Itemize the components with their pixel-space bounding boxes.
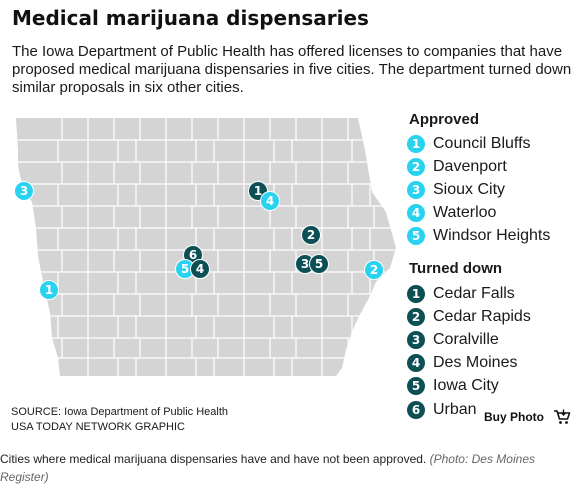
county-borders: [16, 118, 396, 376]
source-block: SOURCE: Iowa Department of Public Health…: [11, 405, 228, 435]
legend-approved-badge: 3: [407, 180, 425, 199]
legend-approved-label: Sioux City: [433, 180, 506, 198]
buy-photo-button[interactable]: Buy Photo: [477, 402, 581, 432]
legend-turned-down-label: Des Moines: [433, 354, 518, 372]
credit-line: USA TODAY NETWORK GRAPHIC: [11, 421, 185, 433]
legend-approved-badge: 5: [407, 227, 425, 246]
legend-turned-down-label: Iowa City: [433, 377, 499, 395]
legend-turned-down-item: 4 Des Moines: [407, 352, 531, 375]
legend-approved-item: 5 Windsor Heights: [407, 225, 550, 248]
legend-approved-label: Waterloo: [433, 204, 497, 222]
legend-turned-down-heading: Turned down: [409, 260, 503, 277]
legend-approved-item: 1 Council Bluffs: [407, 132, 550, 155]
caption-credit: (Photo: Des Moines Register): [0, 452, 535, 484]
legend-turned-down-list: 1 Cedar Falls 2 Cedar Rapids 3 Coralville 4 Des…: [407, 282, 531, 421]
map-marker-turned-down: 4: [190, 259, 210, 279]
legend-turned-down-badge: 3: [407, 330, 425, 349]
legend-turned-down-label: Coralville: [433, 330, 499, 348]
legend-approved-item: 3 Sioux City: [407, 178, 550, 201]
iowa-state-shape: [16, 118, 396, 376]
legend-turned-down-item: 3 Coralville: [407, 328, 531, 351]
legend-turned-down-badge: 2: [407, 307, 425, 326]
map-marker-turned-down: 5: [309, 254, 329, 274]
photo-caption: Cities where medical marijuana dispensar…: [0, 450, 575, 486]
legend-turned-down-label: Cedar Falls: [433, 284, 515, 302]
legend-approved-heading: Approved: [409, 111, 480, 128]
map-marker-approved: 3: [14, 181, 34, 201]
legend-approved-label: Davenport: [433, 157, 507, 175]
legend-approved-label: Council Bluffs: [433, 134, 531, 152]
legend-turned-down-item: 2 Cedar Rapids: [407, 305, 531, 328]
legend-approved-item: 2 Davenport: [407, 155, 550, 178]
legend-approved-badge: 4: [407, 204, 425, 223]
legend-turned-down-badge: 6: [407, 400, 425, 419]
legend-approved-item: 4 Waterloo: [407, 202, 550, 225]
buy-photo-label: Buy Photo: [484, 410, 544, 424]
legend-turned-down-badge: 4: [407, 354, 425, 373]
map-marker-approved: 1: [39, 280, 59, 300]
legend-approved-list: 1 Council Bluffs 2 Davenport 3 Sioux City 4 Wat…: [407, 132, 550, 248]
legend-turned-down-badge: 1: [407, 284, 425, 303]
map-marker-approved: 4: [260, 191, 280, 211]
legend-approved-label: Windsor Heights: [433, 227, 551, 245]
legend-approved-badge: 1: [407, 134, 425, 153]
graphic-subtitle: The Iowa Department of Public Health has…: [12, 43, 572, 96]
legend-turned-down-item: 1 Cedar Falls: [407, 282, 531, 305]
graphic-title: Medical marijuana dispensaries: [12, 6, 369, 30]
legend-turned-down-label: Cedar Rapids: [433, 307, 531, 325]
shopping-cart-icon: [554, 409, 571, 424]
caption-text: Cities where medical marijuana dispensar…: [0, 452, 427, 466]
map-marker-turned-down: 2: [301, 225, 321, 245]
iowa-map: [16, 118, 396, 376]
legend-approved-badge: 2: [407, 157, 425, 176]
map-marker-approved: 2: [364, 260, 384, 280]
infographic: Medical marijuana dispensaries The Iowa …: [11, 6, 581, 435]
source-line: SOURCE: Iowa Department of Public Health: [11, 406, 229, 418]
legend-turned-down-item: 5 Iowa City: [407, 375, 531, 398]
legend-turned-down-badge: 5: [407, 377, 425, 396]
